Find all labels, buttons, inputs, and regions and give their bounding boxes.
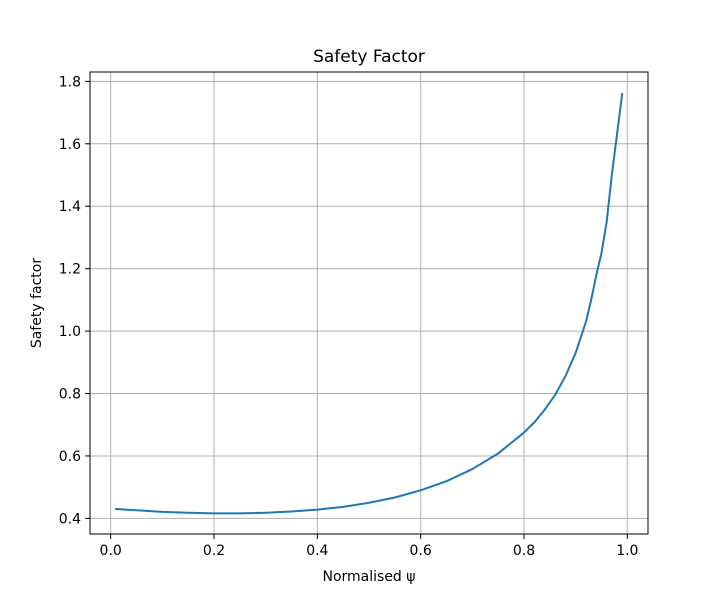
- x-tick-label: 0.0: [100, 543, 122, 559]
- y-tick-label: 1.2: [59, 262, 81, 278]
- safety-factor-line: [114, 92, 624, 515]
- grid-lines: [90, 72, 648, 534]
- axes-frame: [89, 71, 649, 535]
- x-axis-label: Normalised ψ: [322, 569, 415, 585]
- plot-series: [114, 92, 624, 515]
- x-tick-label: 0.8: [513, 543, 535, 559]
- y-tick-label: 0.8: [59, 387, 81, 403]
- x-tick-label: 0.2: [203, 543, 225, 559]
- x-tick-label: 0.4: [306, 543, 328, 559]
- y-axis-label: Safety factor: [29, 258, 45, 348]
- chart-title: Safety Factor: [313, 47, 425, 67]
- y-tick-label: 0.6: [59, 449, 81, 465]
- y-tick-label: 1.0: [59, 324, 81, 340]
- x-tick-label: 1.0: [616, 543, 638, 559]
- x-tick-label: 0.6: [410, 543, 432, 559]
- y-tick-label: 1.6: [59, 137, 81, 153]
- y-tick-label: 0.4: [59, 511, 81, 527]
- y-tick-label: 1.8: [59, 74, 81, 90]
- y-tick-label: 1.4: [59, 199, 81, 215]
- axis-ticks: 0.0 0.2 0.4 0.6 0.8 1.0 0.4 0.6 0.8 1.0 1.2 1.4 1.6 1…: [59, 74, 639, 559]
